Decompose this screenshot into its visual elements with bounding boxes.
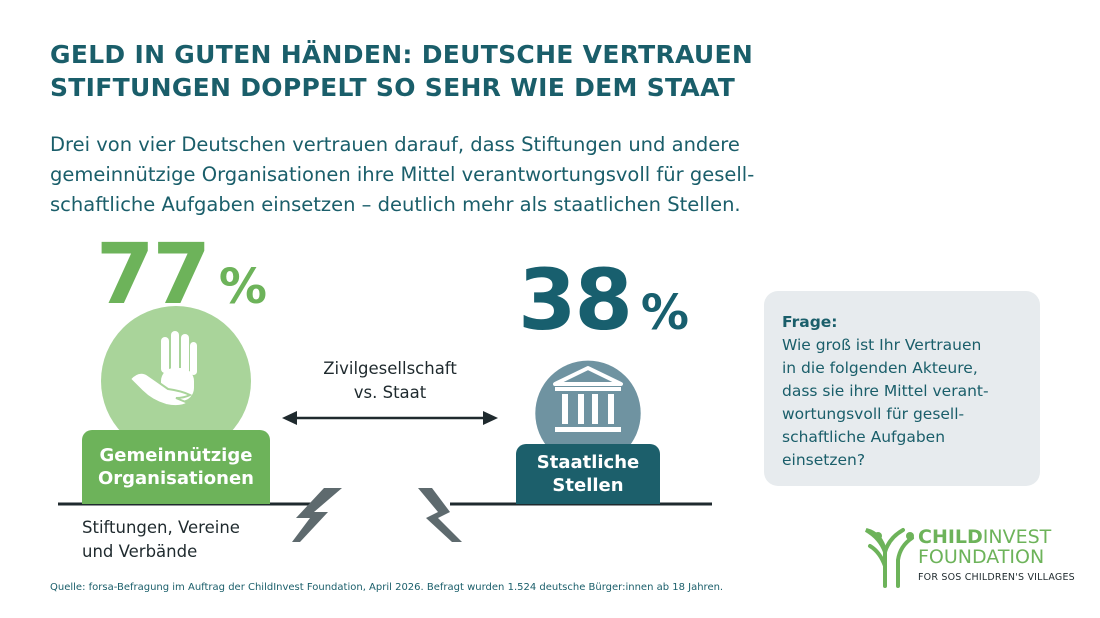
logo-line-3: FOR SOS CHILDREN'S VILLAGES xyxy=(918,572,1075,583)
comparison-label-line-1: Zivilgesellschaft xyxy=(323,359,457,378)
value-circle-staat xyxy=(535,360,641,466)
page-subtitle: Drei von vier Deutschen vertrauen darauf… xyxy=(50,130,1050,220)
logo-line-2: FOUNDATION xyxy=(918,546,1045,568)
question-line: schaftliche Aufgaben xyxy=(782,428,946,446)
bar-label-staat-line-2: Stellen xyxy=(552,475,624,496)
category-note-line-1: Stiftungen, Vereine xyxy=(82,518,240,537)
category-note-line-2: und Verbände xyxy=(82,542,198,561)
question-line: dass sie ihre Mittel verant- xyxy=(782,382,989,400)
category-note: Stiftungen, Vereine und Verbände xyxy=(82,516,240,564)
value-number-staat: 38 xyxy=(518,251,633,349)
bar-label-staat-line-1: Staatliche xyxy=(536,452,640,473)
question-line: Wie groß ist Ihr Vertrauen xyxy=(782,336,982,354)
value-unit-organisationen: % xyxy=(218,259,267,315)
logo-mark xyxy=(864,528,914,588)
hand-icon xyxy=(128,331,197,408)
question-line: in die folgenden Akteure, xyxy=(782,359,978,377)
page-title: GELD IN GUTEN HÄNDEN: DEUTSCHE VERTRAUEN… xyxy=(50,38,1050,104)
question-title: Frage: xyxy=(782,313,838,331)
title-line-1: GELD IN GUTEN HÄNDEN: DEUTSCHE VERTRAUEN xyxy=(50,40,754,69)
subtitle-line-3: schaftliche Aufgaben einsetzen – deutlic… xyxy=(50,193,741,216)
comparison-arrow xyxy=(282,411,498,425)
value-unit-staat: % xyxy=(640,285,689,341)
bar-label-organisationen-line-2: Organisationen xyxy=(97,468,255,489)
comparison-label: Zivilgesellschaft vs. Staat xyxy=(300,357,480,405)
government-building-icon xyxy=(553,366,623,432)
bar-label-staat: Staatliche Stellen xyxy=(516,444,660,504)
value-label-staat: 38% xyxy=(518,258,689,342)
bar-label-organisationen: Gemeinnützige Organisationen xyxy=(82,430,270,504)
logo: CHILDINVEST FOUNDATION FOR SOS CHILDREN'… xyxy=(918,528,1075,583)
logo-line-1: CHILDINVEST xyxy=(918,528,1075,547)
comparison-label-line-2: vs. Staat xyxy=(353,383,427,402)
logo-invest: INVEST xyxy=(982,526,1052,548)
source-note: Quelle: forsa-Befragung im Auftrag der C… xyxy=(50,582,724,593)
question-line: wortungsvoll für gesell- xyxy=(782,405,965,423)
title-line-2: STIFTUNGEN DOPPELT SO SEHR WIE DEM STAAT xyxy=(50,73,736,102)
question-line: einsetzen? xyxy=(782,451,866,469)
value-label-organisationen: 77% xyxy=(96,232,267,316)
crack-left xyxy=(292,488,342,542)
value-number-organisationen: 77 xyxy=(96,225,211,323)
subtitle-line-1: Drei von vier Deutschen vertrauen darauf… xyxy=(50,133,740,156)
logo-child: CHILD xyxy=(918,526,983,548)
subtitle-line-2: gemeinnützige Organisationen ihre Mittel… xyxy=(50,163,755,186)
bar-label-organisationen-line-1: Gemeinnützige xyxy=(99,445,253,466)
crack-right xyxy=(418,488,462,542)
question-box: Frage: Wie groß ist Ihr Vertrauen in die… xyxy=(764,291,1040,486)
